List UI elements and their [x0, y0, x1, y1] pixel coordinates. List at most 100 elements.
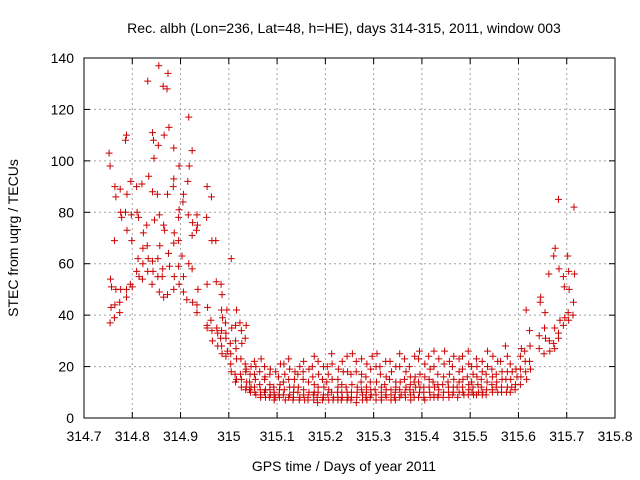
- data-point: [208, 327, 216, 335]
- x-tick-label: 315.6: [501, 428, 536, 444]
- data-point: [170, 285, 178, 293]
- data-point: [159, 82, 167, 90]
- data-point: [483, 378, 491, 386]
- data-point: [416, 370, 424, 378]
- data-point: [560, 283, 568, 291]
- data-point: [185, 113, 193, 121]
- plot-frame: [83, 57, 616, 419]
- data-point: [459, 375, 467, 383]
- data-point: [497, 357, 505, 365]
- data-point: [218, 327, 226, 335]
- data-point: [477, 383, 485, 391]
- data-point: [472, 355, 480, 363]
- data-point: [516, 365, 524, 373]
- data-point: [122, 136, 130, 144]
- data-point: [261, 375, 269, 383]
- x-tick-label: 315.3: [356, 428, 391, 444]
- data-point: [227, 350, 235, 358]
- data-point: [506, 360, 514, 368]
- data-point: [217, 280, 225, 288]
- data-point: [203, 324, 211, 332]
- data-point: [232, 337, 240, 345]
- data-point: [116, 298, 124, 306]
- data-point: [421, 373, 429, 381]
- data-point: [396, 378, 404, 386]
- data-point: [213, 324, 221, 332]
- data-point: [527, 365, 535, 373]
- data-point: [289, 396, 297, 404]
- data-point: [405, 363, 413, 371]
- data-point: [212, 278, 220, 286]
- data-point: [535, 345, 543, 353]
- data-point: [541, 309, 549, 317]
- data-point: [464, 347, 472, 355]
- data-point: [401, 355, 409, 363]
- data-point: [193, 309, 201, 317]
- data-point: [430, 347, 438, 355]
- x-tick-label: 315: [217, 428, 241, 444]
- data-point: [357, 378, 365, 386]
- data-point: [391, 396, 399, 404]
- data-point: [241, 334, 249, 342]
- data-point: [458, 352, 466, 360]
- data-point: [160, 293, 168, 301]
- data-point: [426, 365, 434, 373]
- data-point: [484, 363, 492, 371]
- data-point: [501, 342, 509, 350]
- data-point: [545, 337, 553, 345]
- data-point: [564, 252, 572, 260]
- data-point: [227, 368, 235, 376]
- x-tick-label: 315.1: [260, 428, 295, 444]
- data-point: [170, 175, 178, 183]
- data-point: [551, 244, 559, 252]
- data-point: [565, 267, 573, 275]
- data-point: [164, 69, 172, 77]
- data-point: [281, 370, 289, 378]
- data-point: [308, 363, 316, 371]
- data-point: [489, 352, 497, 360]
- data-point: [569, 298, 577, 306]
- data-point: [175, 162, 183, 170]
- x-tick-label: 315.5: [453, 428, 488, 444]
- data-point: [207, 193, 215, 201]
- data-point: [256, 368, 264, 376]
- data-point: [237, 375, 245, 383]
- data-point: [188, 147, 196, 155]
- data-point: [203, 213, 211, 221]
- data-point: [294, 370, 302, 378]
- data-point: [149, 129, 157, 137]
- data-point: [185, 162, 193, 170]
- data-point: [324, 391, 332, 399]
- data-point: [169, 183, 177, 191]
- x-axis-ticks: 314.7 314.8 314.9 315 315.1 315.2 315.3 315.4 31…: [66, 58, 633, 444]
- data-point: [314, 388, 322, 396]
- data-point: [508, 368, 516, 376]
- data-point: [565, 285, 573, 293]
- data-point: [286, 365, 294, 373]
- data-point: [517, 373, 525, 381]
- data-point: [555, 265, 563, 273]
- data-point: [251, 375, 259, 383]
- data-point: [348, 381, 356, 389]
- data-point: [122, 208, 130, 216]
- data-point: [425, 375, 433, 383]
- data-point: [170, 229, 178, 237]
- data-point: [366, 378, 374, 386]
- data-point: [358, 386, 366, 394]
- data-point: [482, 370, 490, 378]
- y-tick-label: 120: [51, 101, 75, 117]
- data-point: [309, 373, 317, 381]
- data-point: [179, 190, 187, 198]
- data-point: [421, 396, 429, 404]
- data-point: [150, 154, 158, 162]
- data-point: [128, 283, 136, 291]
- y-axis-label: STEC from uqrg / TECUs: [5, 159, 21, 317]
- data-point: [381, 381, 389, 389]
- data-point: [440, 360, 448, 368]
- data-point: [310, 381, 318, 389]
- data-point: [290, 375, 298, 383]
- data-point: [526, 342, 534, 350]
- data-point: [503, 352, 511, 360]
- data-point: [363, 360, 371, 368]
- data-point: [175, 206, 183, 214]
